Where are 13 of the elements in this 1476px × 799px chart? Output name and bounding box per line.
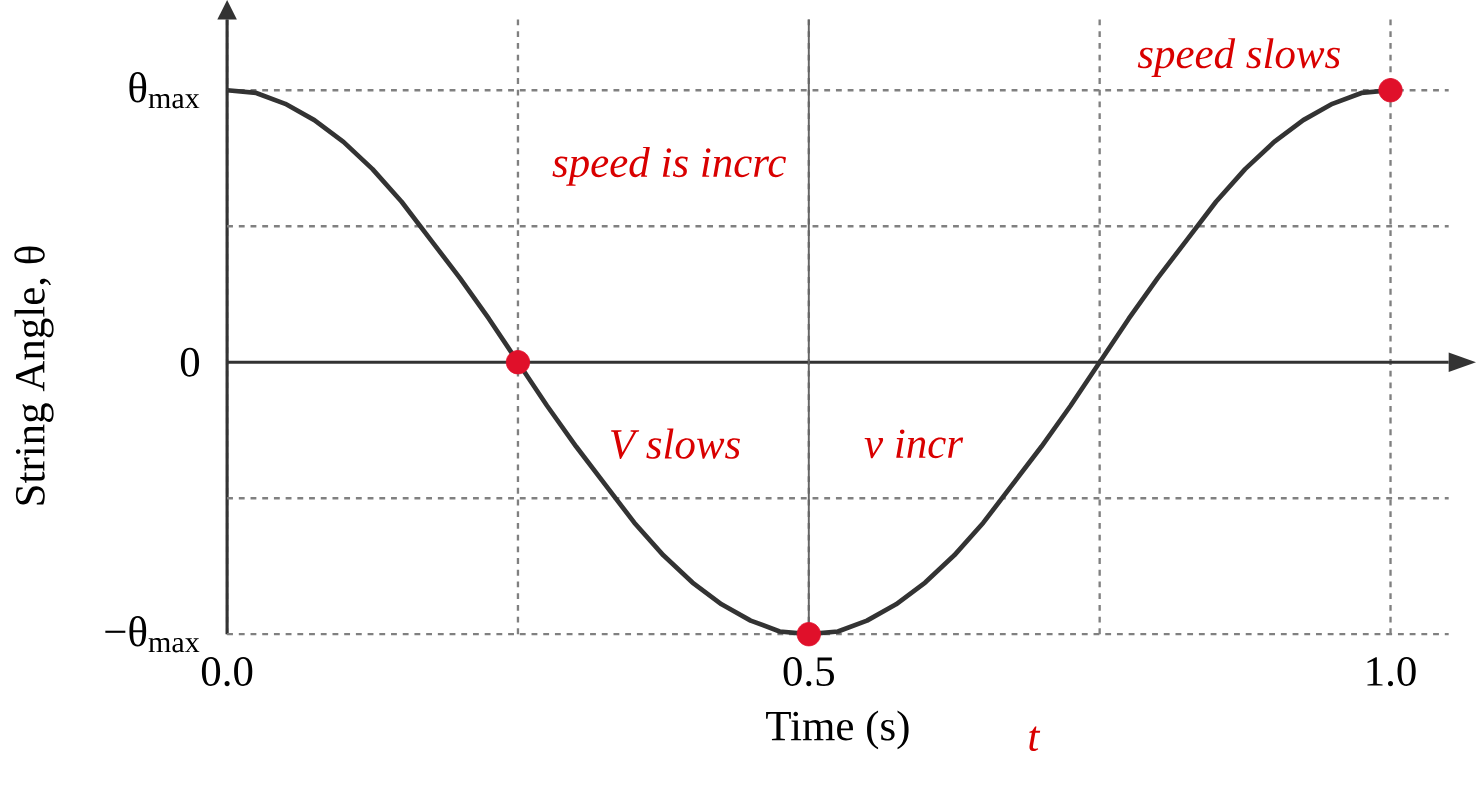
text: −θ$_{max}$ (105, 615, 200, 653)
y-axis-title: String Angle, θ (14, 246, 54, 505)
text: θ$_{max}$ (129, 71, 200, 109)
text: 0 (180, 347, 200, 377)
annotation: V slows (611, 428, 740, 459)
x-tick-label: 0.5 (783, 656, 834, 687)
text: speed slows (1137, 38, 1340, 78)
x-axis-title: Time (s) (766, 710, 909, 750)
text: t (1029, 726, 1041, 751)
x-tick-label: 1.0 (1367, 656, 1416, 687)
annotation: speed is incrc (552, 146, 786, 186)
x-tick-label: 0.0 (201, 656, 253, 687)
annotation: v incr (864, 429, 964, 459)
